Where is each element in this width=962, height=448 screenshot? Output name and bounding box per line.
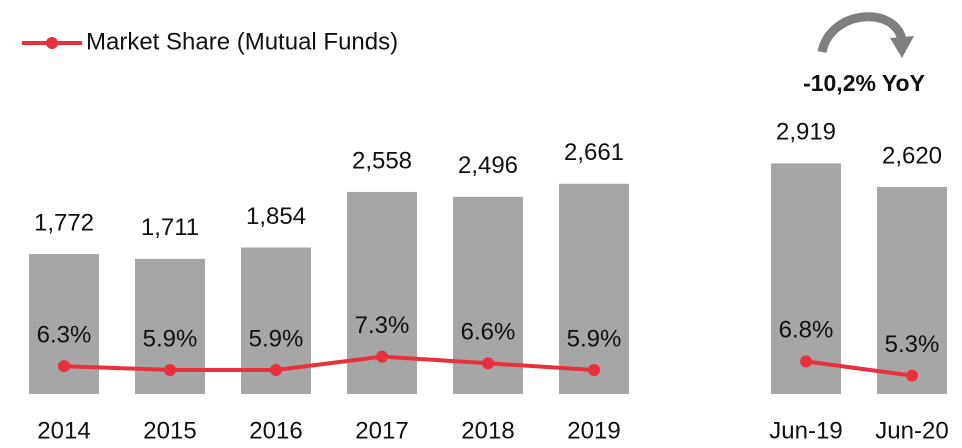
bar-label: 1,772: [34, 209, 94, 236]
bar: [559, 183, 629, 394]
line-point: [164, 363, 176, 376]
x-tick-label: 2016: [249, 417, 302, 444]
legend-marker: [46, 37, 58, 49]
x-tick-label: 2018: [461, 417, 514, 444]
line-point: [482, 357, 494, 370]
line-point: [376, 350, 388, 363]
arrow-curve: [817, 12, 907, 54]
line-point: [906, 369, 918, 382]
line-label: 6.3%: [37, 321, 92, 348]
line-point: [270, 363, 282, 376]
bar-label: 1,854: [246, 203, 306, 230]
line-label: 5.9%: [249, 325, 304, 352]
line-label: 5.9%: [567, 325, 622, 352]
bar-label: 2,620: [882, 142, 942, 169]
annotation: -10,2% YoY: [803, 70, 925, 96]
x-tick-label: 2017: [355, 417, 408, 444]
line: [63, 354, 913, 378]
x-tick-label: Jun-19: [769, 417, 842, 444]
x-tick-label: 2015: [143, 417, 196, 444]
x-tick-label: 2019: [567, 417, 620, 444]
bar-label: 1,711: [141, 214, 199, 241]
bar: [877, 187, 947, 394]
line-point: [588, 363, 600, 376]
line-label: 5.9%: [143, 325, 198, 352]
line-label: 7.3%: [355, 312, 410, 339]
line-point: [58, 360, 70, 373]
bar-label: 2,919: [776, 119, 836, 146]
line-point: [800, 355, 812, 368]
bar: [347, 191, 417, 394]
line-label: 5.3%: [885, 331, 940, 358]
bar-label: 2,558: [352, 147, 412, 174]
line-label: 6.6%: [461, 319, 516, 346]
bar-label: 2,661: [564, 139, 624, 166]
legend-label: Market Share (Mutual Funds): [86, 28, 398, 55]
x-tick-label: 2014: [37, 417, 90, 444]
x-tick-label: Jun-20: [875, 417, 948, 444]
bar-label: 2,496: [458, 152, 518, 179]
line-label: 6.8%: [779, 317, 834, 344]
arrow-head: [890, 36, 914, 58]
